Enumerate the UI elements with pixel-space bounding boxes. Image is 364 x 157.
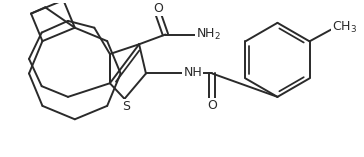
Text: S: S bbox=[122, 100, 130, 113]
Text: CH$_3$: CH$_3$ bbox=[332, 20, 357, 35]
Text: NH$_2$: NH$_2$ bbox=[196, 27, 221, 42]
Text: O: O bbox=[154, 2, 163, 15]
Text: NH: NH bbox=[183, 66, 202, 79]
Text: O: O bbox=[207, 99, 217, 112]
